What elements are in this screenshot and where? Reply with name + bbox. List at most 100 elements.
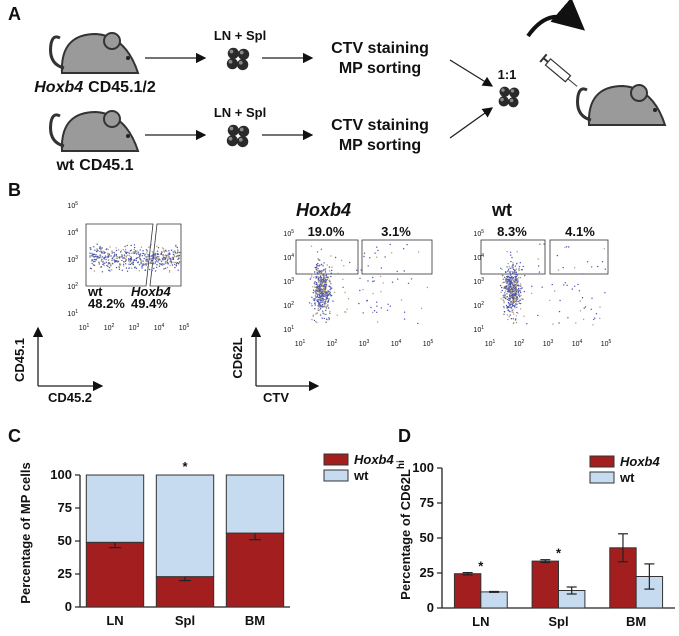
event-dot [329,292,331,295]
event-dot [312,273,314,275]
event-dot [166,266,169,269]
event-dot [518,269,520,272]
event-dot [324,271,327,273]
tick-exponent: 5 [431,339,434,345]
event-dot [96,243,98,245]
event-dot [599,306,601,308]
y-tick-label: 25 [58,566,72,581]
tick-label: 101 [79,323,90,332]
event-dot [167,263,169,265]
event-dot [325,313,327,316]
event-dot [135,267,138,269]
event-dot [315,290,317,292]
event-dot [110,263,112,266]
event-dot [578,290,581,292]
event-dot [511,296,513,299]
legend-label: wt [619,470,635,485]
event-dot [384,256,386,258]
y-tick-label: 100 [50,467,72,482]
event-dot [372,311,374,314]
bar [531,560,559,609]
event-dot [113,251,115,254]
event-dot [322,269,325,271]
event-dot [140,246,143,248]
event-dot [510,280,513,282]
event-dot [337,272,339,275]
event-dot [379,275,382,278]
event-dot [513,301,516,303]
event-dot [514,307,516,309]
event-dot [139,254,141,256]
tick-label: 102 [473,301,484,310]
event-dot [515,299,518,301]
event-dot [139,257,141,260]
event-dot [174,252,176,254]
tick-exponent: 3 [551,339,554,345]
event-dot [324,304,326,306]
event-dot [96,248,99,251]
event-dot [92,264,95,266]
event-dot [325,307,328,310]
tick-exponent: 5 [481,229,484,235]
event-dot [509,291,511,293]
event-dot [506,307,509,309]
event-dot [501,289,503,292]
event-dot [174,250,176,252]
event-dot [314,283,316,285]
event-dot [125,267,128,269]
annotation: * [478,559,484,574]
y-tick-label: 75 [420,495,434,510]
event-dot [114,253,116,255]
event-dot [111,250,113,252]
event-dot [323,283,326,285]
event-dot [315,266,317,269]
arrow [449,107,494,139]
annotation: * [556,546,562,561]
event-dot [171,258,173,260]
event-dot [138,264,141,266]
event-dot [160,253,162,255]
event-dot [175,245,177,247]
event-dot [330,287,332,290]
event-dot [95,255,97,258]
event-dot [505,293,508,295]
event-dot [110,269,113,271]
event-dot [400,299,403,301]
tick-base: 10 [485,341,493,348]
event-dot [328,290,330,293]
event-dot [320,289,322,292]
event-dot [311,305,313,307]
event-dot [344,311,346,313]
event-dot [518,277,520,279]
event-dot [515,300,517,303]
event-dot [318,296,320,299]
event-dot [402,248,405,250]
event-dot [320,292,322,294]
error-bar [540,559,551,564]
event-dot [331,294,333,297]
event-dot [143,254,146,257]
tick-exponent: 4 [399,339,402,345]
event-dot [121,259,123,262]
tick-exponent: 5 [291,229,294,235]
event-dot [121,256,123,258]
event-dot [118,257,121,260]
event-dot [99,246,101,248]
tick-exponent: 1 [75,309,78,315]
tick-exponent: 1 [87,323,90,329]
event-dot [89,267,92,269]
event-dot [146,252,148,254]
x-tick-label: Spl [175,613,195,628]
tick-label: 101 [295,339,306,348]
event-dot [512,304,515,307]
event-dot [144,264,146,266]
event-dot [131,262,133,264]
event-dot [145,264,147,267]
event-dot [501,268,503,271]
y-tick-label: 50 [58,533,72,548]
event-dot [125,259,127,261]
bar [453,573,482,609]
event-dot [317,284,319,286]
event-dot [510,254,512,256]
event-dot [167,253,169,255]
